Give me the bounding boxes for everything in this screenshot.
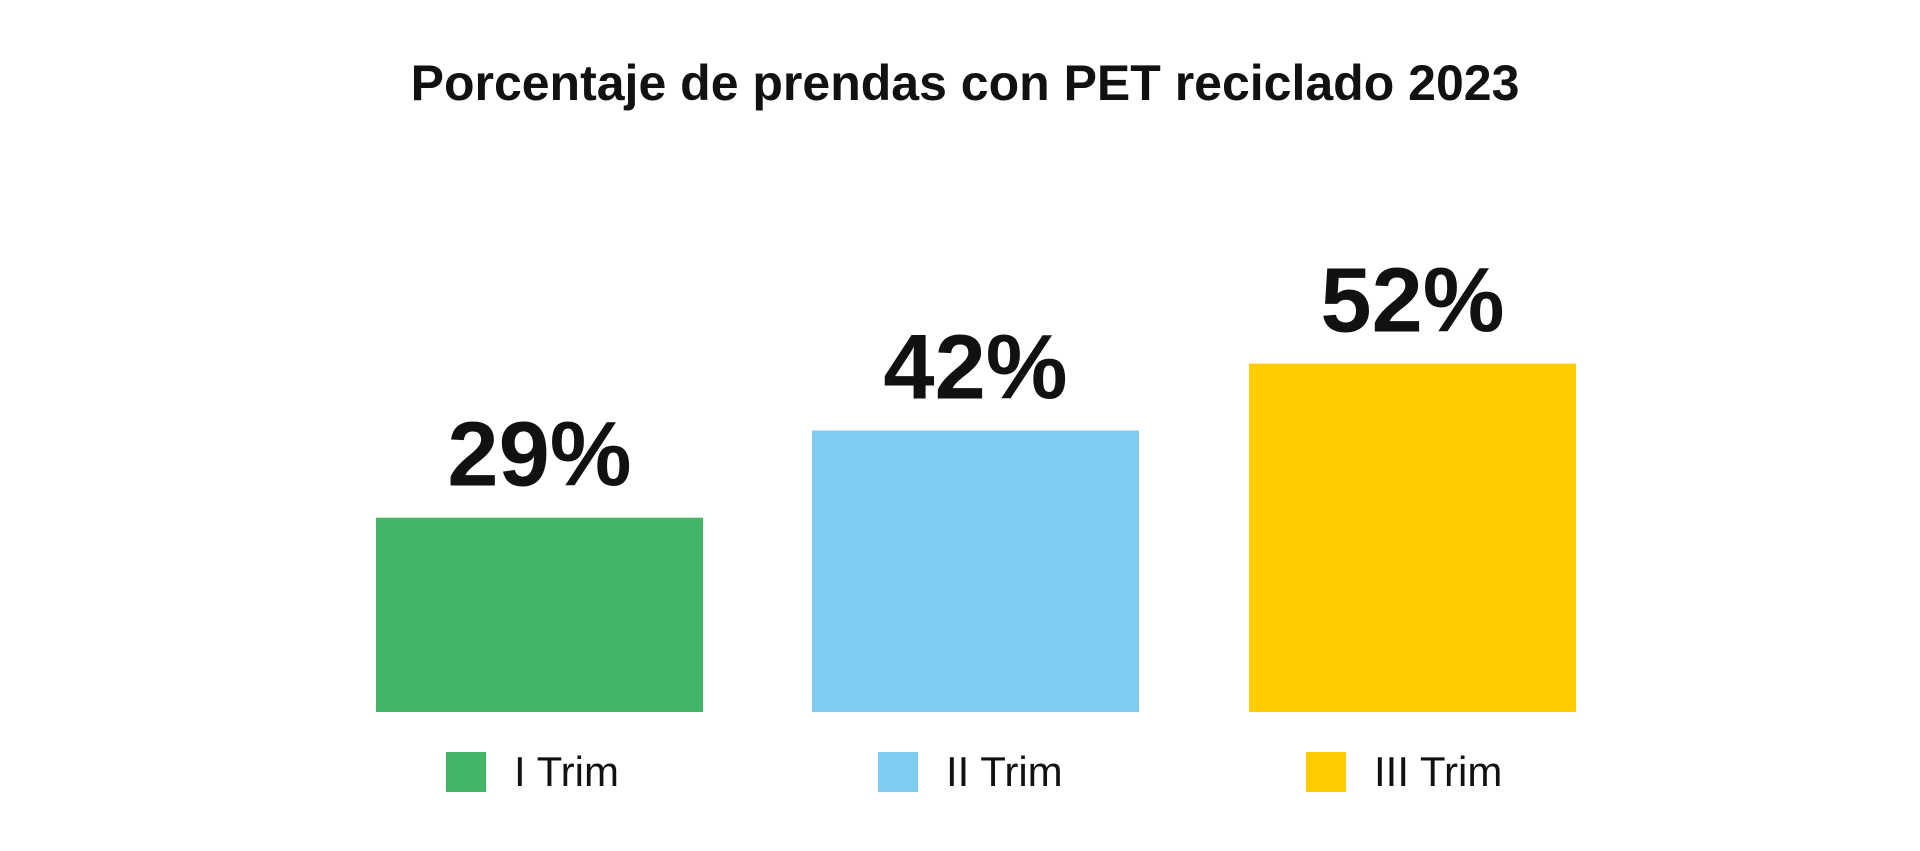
bar-3 [1249, 363, 1576, 712]
legend: I Trim II Trim III Trim [446, 748, 1502, 795]
bar-1 [376, 517, 703, 712]
value-label-1: 29% [447, 404, 631, 506]
bars-layer [376, 363, 1576, 712]
legend-label-2: II Trim [946, 748, 1063, 795]
bar-2 [812, 430, 1139, 712]
value-label-3: 52% [1320, 250, 1504, 352]
legend-swatch-1 [446, 752, 486, 792]
legend-swatch-3 [1306, 752, 1346, 792]
chart-title: Porcentaje de prendas con PET reciclado … [411, 55, 1520, 111]
value-label-2: 42% [883, 317, 1067, 419]
legend-swatch-2 [878, 752, 918, 792]
legend-label-1: I Trim [514, 748, 619, 795]
value-labels-layer: 29% 42% 52% [447, 250, 1504, 506]
legend-label-3: III Trim [1374, 748, 1502, 795]
